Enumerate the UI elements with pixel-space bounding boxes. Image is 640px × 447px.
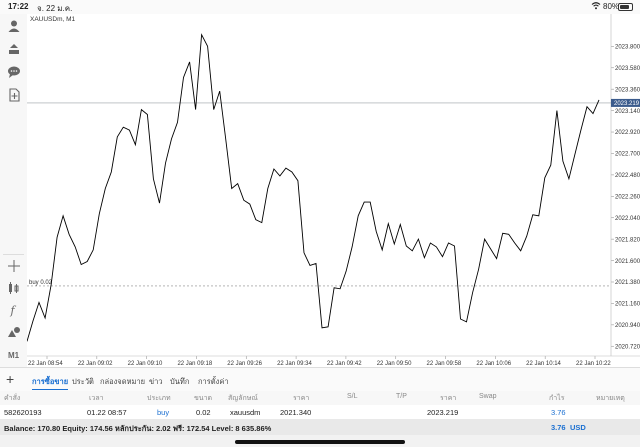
price-tick-label: 2021.600: [615, 259, 640, 265]
objects-icon[interactable]: [4, 322, 23, 341]
header-time: เวลา: [89, 395, 104, 402]
order-ticket: 582620193: [4, 408, 42, 417]
order-open-price: 2021.340: [280, 408, 312, 417]
price-tick-label: 2022.920: [615, 130, 640, 136]
header-swap: Swap: [479, 393, 497, 400]
person-icon[interactable]: [4, 16, 23, 35]
add-chart-icon[interactable]: [4, 85, 23, 104]
price-tick-label: 2021.160: [615, 302, 640, 308]
time-tick-label: 22 Jan 09:42: [327, 361, 362, 367]
price-tick-label: 2023.140: [615, 109, 640, 115]
current-price-label: 2023.219: [614, 101, 640, 107]
toolbar-divider: [3, 254, 24, 255]
header-symbol: สัญลักษณ์: [228, 395, 258, 402]
header-comment: หมายเหตุ: [596, 395, 625, 402]
price-tick-label: 2023.360: [615, 87, 640, 93]
status-time: 17:22: [8, 2, 29, 11]
bottom-nav: + การซื้อขาย ประวัติ กล่องจดหมาย ข่าว บั…: [0, 367, 640, 392]
price-tick-label: 2020.720: [615, 344, 640, 350]
current-price-tag: [611, 98, 640, 107]
battery-percent: 80%: [603, 2, 620, 11]
time-tick-label: 22 Jan 10:14: [526, 361, 561, 367]
tab-history[interactable]: ประวัติ: [72, 377, 94, 386]
price-tick-label: 2020.940: [615, 323, 640, 329]
battery-icon: [618, 3, 633, 11]
time-tick-label: 22 Jan 09:02: [78, 361, 113, 367]
profit-currency: USD: [570, 423, 586, 432]
header-price: ราคา: [440, 395, 457, 402]
status-bar: 17:22 จ. 22 ม.ค. 80%: [0, 0, 640, 14]
left-toolbar: f M1: [0, 14, 28, 367]
time-tick-label: 22 Jan 09:58: [427, 361, 462, 367]
tab-mailbox[interactable]: กล่องจดหมาย: [100, 377, 146, 386]
time-tick-label: 22 Jan 09:34: [277, 361, 312, 367]
table-header-row: คำสั่ง เวลา ประเภท ขนาด สัญลักษณ์ ราคา S…: [0, 391, 640, 405]
crosshair-icon[interactable]: [4, 256, 23, 275]
home-indicator: [235, 440, 405, 444]
price-chart[interactable]: 2023.800 2023.580 2023.360 2023.140 2022.920…: [26, 14, 640, 367]
header-ticket: คำสั่ง: [4, 395, 21, 402]
total-profit: 3.76: [551, 423, 566, 432]
svg-text:f: f: [9, 304, 16, 317]
time-tick-label: 22 Jan 09:18: [177, 361, 212, 367]
chart-symbol-title: XAUUSDm, M1: [30, 16, 76, 23]
time-tick-label: 22 Jan 09:10: [128, 361, 163, 367]
price-tick-label: 2022.040: [615, 216, 640, 222]
chart-area[interactable]: 2023.800 2023.580 2023.360 2023.140 2022.920…: [26, 14, 640, 367]
tab-news[interactable]: ข่าว: [149, 377, 163, 386]
function-icon[interactable]: f: [4, 300, 23, 319]
order-type: buy: [157, 408, 170, 417]
header-volume: ขนาด: [194, 395, 213, 402]
tab-journal[interactable]: บันทึก: [170, 377, 190, 386]
price-series-line: [26, 33, 600, 342]
table-row[interactable]: 582620193 01.22 08:57 buy 0.02 xauusdm 2…: [0, 405, 640, 419]
time-tick-label: 22 Jan 10:22: [576, 361, 611, 367]
order-line-label: buy 0.02: [29, 280, 53, 286]
trade-icon[interactable]: [4, 39, 23, 58]
indicators-icon[interactable]: [4, 278, 23, 297]
price-tick-label: 2022.480: [615, 173, 640, 179]
price-tick-label: 2022.260: [615, 195, 640, 201]
price-tick-label: 2022.700: [615, 152, 640, 158]
battery-fill: [620, 5, 629, 9]
chat-icon[interactable]: [4, 62, 23, 81]
time-tick-label: 22 Jan 09:50: [377, 361, 412, 367]
time-tick-label: 22 Jan 10:06: [476, 361, 511, 367]
order-current-price: 2023.219: [427, 408, 459, 417]
header-open-price: ราคา: [293, 395, 310, 402]
balance-bar: Balance: 170.80 Equity: 174.56 หลักประกั…: [0, 419, 640, 435]
price-tick-label: 2023.800: [615, 45, 640, 51]
order-volume: 0.02: [196, 408, 211, 417]
header-tp: T/P: [396, 393, 407, 400]
order-profit: 3.76: [551, 408, 566, 417]
status-date: จ. 22 ม.ค.: [37, 4, 73, 13]
price-tick-label: 2023.580: [615, 66, 640, 72]
add-icon[interactable]: +: [6, 371, 15, 387]
balance-summary: Balance: 170.80 Equity: 174.56 หลักประกั…: [4, 424, 272, 433]
timeframe-label[interactable]: M1: [7, 351, 20, 360]
price-tick-label: 2021.820: [615, 237, 640, 243]
price-tick-label: 2021.380: [615, 280, 640, 286]
header-sl: S/L: [347, 393, 358, 400]
order-symbol: xauusdm: [230, 408, 261, 417]
tab-trade[interactable]: การซื้อขาย: [32, 376, 69, 390]
time-tick-label: 22 Jan 08:54: [28, 361, 63, 367]
time-tick-label: 22 Jan 09:26: [227, 361, 262, 367]
header-type: ประเภท: [147, 395, 171, 402]
order-time: 01.22 08:57: [87, 408, 127, 417]
header-profit: กำไร: [549, 395, 565, 402]
wifi-icon: [591, 1, 601, 12]
tab-settings[interactable]: การตั้งค่า: [198, 377, 229, 386]
